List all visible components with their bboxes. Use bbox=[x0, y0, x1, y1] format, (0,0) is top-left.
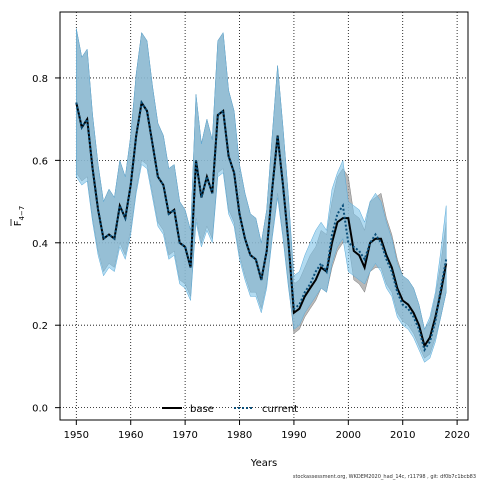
legend-label-base: base bbox=[190, 404, 214, 415]
x-tick-label-1980: 1980 bbox=[227, 430, 252, 441]
band-current bbox=[76, 28, 447, 363]
series-lines bbox=[75, 100, 448, 353]
x-tick-label-2000: 2000 bbox=[336, 430, 361, 441]
legend-label-current: current bbox=[262, 404, 298, 415]
y-tick-label-1: 0.2 bbox=[32, 321, 48, 332]
y-tick-label-2: 0.4 bbox=[32, 239, 48, 250]
y-tick-label-0: 0.0 bbox=[32, 404, 48, 415]
y-tick-label-3: 0.6 bbox=[32, 156, 48, 167]
plot-frame bbox=[59, 11, 469, 421]
x-tick-label-1990: 1990 bbox=[281, 430, 306, 441]
line-current bbox=[75, 100, 448, 353]
x-tick-label-1970: 1970 bbox=[172, 430, 197, 441]
x-axis-ticks: 1950 1960 1970 1980 1990 2000 2010 2020 bbox=[64, 420, 470, 441]
confidence-bands bbox=[76, 28, 447, 363]
x-tick-label-1960: 1960 bbox=[118, 430, 143, 441]
footnote: stockassessment.org, WKDEM2020_had_14c, … bbox=[293, 474, 476, 480]
x-tick-label-2020: 2020 bbox=[444, 430, 469, 441]
legend: base current bbox=[162, 404, 298, 415]
x-tick-label-1950: 1950 bbox=[64, 430, 89, 441]
y-tick-label-4: 0.8 bbox=[32, 74, 48, 85]
y-axis-title-main: F4−7 bbox=[13, 206, 26, 227]
y-axis-title: F4−7 bbox=[10, 206, 26, 227]
y-axis-ticks: 0.0 0.2 0.4 0.6 0.8 bbox=[32, 74, 60, 415]
x-axis-title: Years bbox=[250, 458, 277, 469]
x-tick-label-2010: 2010 bbox=[390, 430, 415, 441]
